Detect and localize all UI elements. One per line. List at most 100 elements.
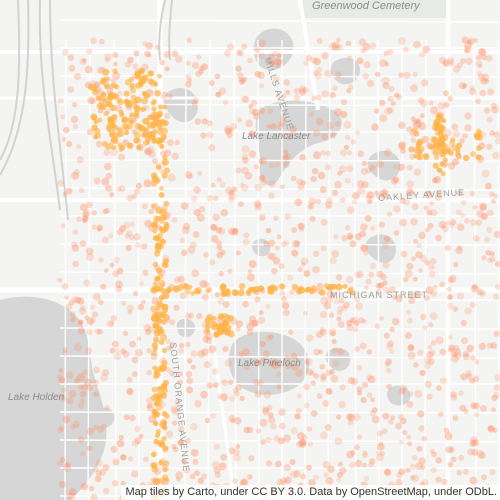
scatter-point <box>458 454 465 461</box>
scatter-point <box>469 377 476 384</box>
scatter-point <box>281 93 287 99</box>
scatter-point <box>324 164 332 171</box>
scatter-point <box>381 76 390 85</box>
scatter-point <box>180 202 189 210</box>
scatter-point-dense <box>225 288 231 293</box>
scatter-point <box>241 145 250 154</box>
scatter-point <box>302 87 309 94</box>
scatter-point <box>364 285 369 291</box>
scatter-point <box>131 356 139 364</box>
scatter-point <box>187 246 196 254</box>
scatter-point <box>392 176 400 184</box>
scatter-point-dense <box>351 290 356 295</box>
scatter-point <box>427 344 433 350</box>
scatter-point <box>268 253 277 261</box>
scatter-point <box>284 153 292 161</box>
scatter-point <box>131 439 140 447</box>
scatter-point <box>241 95 249 104</box>
scatter-point-dense <box>153 369 159 375</box>
scatter-point <box>303 269 311 277</box>
scatter-point <box>65 187 73 195</box>
scatter-point-dense <box>220 290 227 297</box>
scatter-point <box>311 95 317 101</box>
scatter-point <box>133 50 140 57</box>
scatter-point <box>97 328 104 335</box>
scatter-point <box>82 369 89 376</box>
scatter-point <box>79 58 87 66</box>
scatter-point <box>253 164 259 170</box>
scatter-point <box>71 241 78 248</box>
scatter-point-dense <box>102 97 109 103</box>
scatter-point <box>276 58 283 65</box>
scatter-point <box>259 83 265 89</box>
scatter-point <box>137 303 145 311</box>
scatter-point-dense <box>145 135 152 142</box>
scatter-point <box>325 369 333 377</box>
scatter-point <box>492 293 500 301</box>
scatter-point <box>427 358 435 366</box>
scatter-point <box>177 275 185 283</box>
scatter-point <box>98 257 104 263</box>
scatter-points-dense <box>87 67 483 500</box>
scatter-point <box>64 295 69 300</box>
scatter-point <box>486 116 493 123</box>
scatter-point <box>270 361 279 370</box>
scatter-point <box>439 56 447 64</box>
scatter-point <box>272 358 279 366</box>
scatter-point-dense <box>162 379 169 387</box>
scatter-point-dense <box>155 206 163 214</box>
scatter-point-dense <box>448 150 454 156</box>
scatter-point-dense <box>299 287 306 294</box>
scatter-point <box>239 182 245 188</box>
scatter-point <box>259 418 268 427</box>
scatter-point <box>365 167 372 174</box>
scatter-point <box>67 54 75 61</box>
scatter-point <box>122 330 129 337</box>
scatter-point <box>486 143 493 150</box>
scatter-point <box>379 190 387 198</box>
scatter-point <box>123 222 131 229</box>
scatter-point <box>428 349 436 357</box>
scatter-point <box>280 477 288 485</box>
scatter-point <box>147 326 154 334</box>
scatter-point-dense <box>159 329 165 335</box>
scatter-point <box>113 256 120 264</box>
scatter-point-dense <box>132 103 139 109</box>
scatter-point <box>412 71 418 78</box>
scatter-point <box>72 229 79 235</box>
scatter-point <box>465 57 473 65</box>
scatter-point <box>489 251 495 257</box>
scatter-point <box>362 462 367 468</box>
scatter-point <box>354 233 362 241</box>
scatter-point <box>334 121 341 127</box>
scatter-point <box>354 271 361 278</box>
scatter-point <box>324 424 332 431</box>
scatter-point <box>390 415 396 421</box>
scatter-point <box>133 188 141 195</box>
scatter-point-dense <box>137 123 143 130</box>
scatter-point <box>174 276 182 284</box>
scatter-point <box>429 448 435 454</box>
scatter-point-dense <box>156 300 164 308</box>
scatter-point <box>288 329 294 335</box>
scatter-point <box>330 292 336 298</box>
scatter-point <box>81 218 87 224</box>
scatter-point <box>303 311 308 316</box>
scatter-point <box>428 264 435 271</box>
scatter-point <box>57 373 64 380</box>
scatter-point <box>85 347 93 355</box>
scatter-point <box>382 412 390 420</box>
scatter-point-dense <box>158 295 165 301</box>
scatter-point <box>220 453 228 461</box>
scatter-point-dense <box>217 329 224 336</box>
scatter-point-dense <box>135 82 142 89</box>
scatter-point <box>486 342 494 349</box>
scatter-point <box>77 327 86 335</box>
scatter-point <box>266 252 274 260</box>
scatter-point-dense <box>158 477 166 485</box>
scatter-point <box>439 348 446 356</box>
scatter-point <box>346 450 355 459</box>
scatter-point <box>379 315 384 321</box>
